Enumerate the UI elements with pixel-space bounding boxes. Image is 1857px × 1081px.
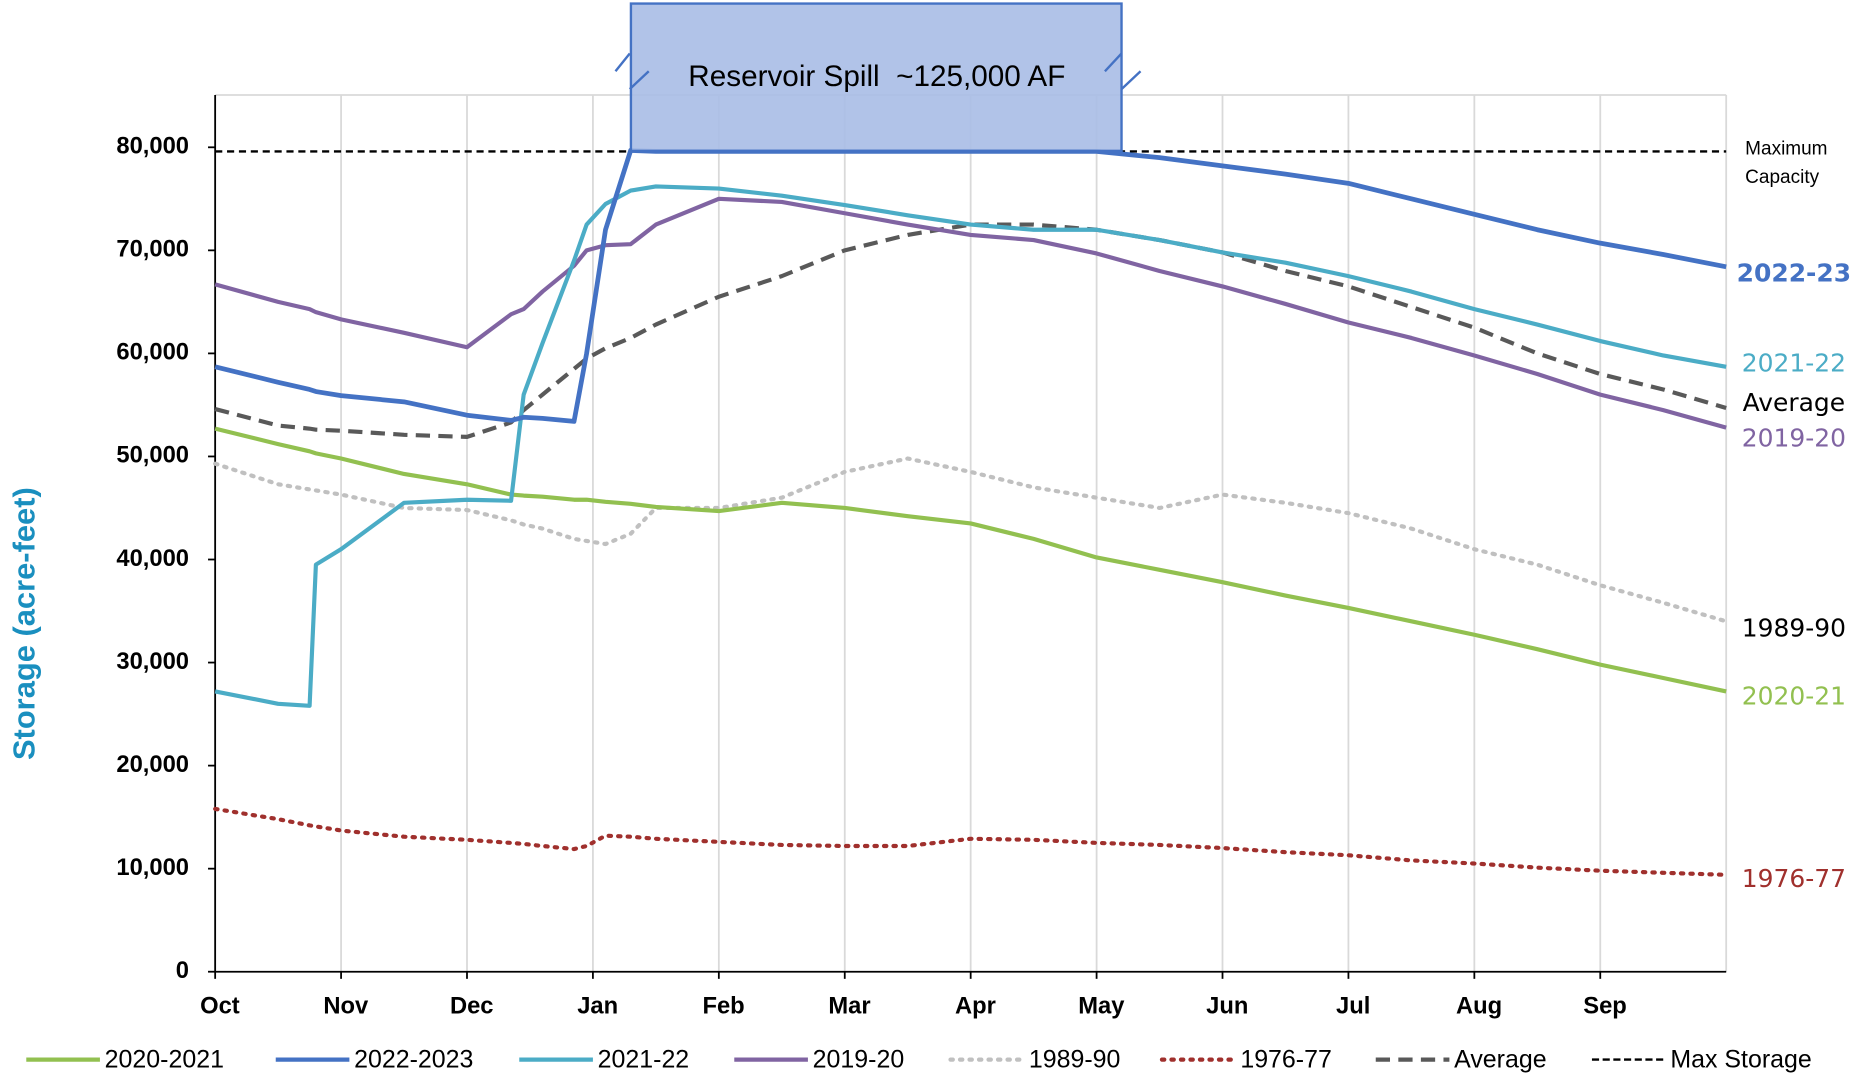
x-tick-label: May <box>1078 993 1125 1020</box>
legend-label: Max Storage <box>1670 1045 1811 1073</box>
spill-box <box>629 2 1123 153</box>
x-tick-label: Jun <box>1206 993 1248 1020</box>
end-label: 2021-22 <box>1742 349 1846 378</box>
legend-label: 1976-77 <box>1240 1045 1332 1073</box>
y-tick-label: 80,000 <box>116 133 189 160</box>
y-axis-label: Storage (acre-feet) <box>6 487 41 760</box>
end-label: 1976-77 <box>1742 864 1846 893</box>
x-tick-label: Dec <box>450 993 494 1020</box>
max-capacity-label: Capacity <box>1745 167 1819 188</box>
x-tick-label: Jan <box>577 993 618 1020</box>
legend-label: Average <box>1454 1045 1546 1073</box>
series-line <box>214 196 1727 430</box>
x-tick-label: Nov <box>323 993 369 1020</box>
end-label: 2020-21 <box>1742 681 1846 710</box>
legend-label: 1989-90 <box>1029 1045 1121 1073</box>
x-tick-label: Feb <box>702 993 744 1020</box>
series-line <box>213 806 1729 877</box>
end-label: 2022-23 <box>1737 258 1851 287</box>
x-tick-label: Oct <box>200 993 240 1020</box>
x-tick-label: Mar <box>828 993 870 1020</box>
legend-label: 2020-2021 <box>105 1045 224 1073</box>
x-tick-label: Sep <box>1583 993 1627 1020</box>
y-tick-label: 20,000 <box>116 751 189 778</box>
y-tick-label: 30,000 <box>116 648 189 675</box>
y-tick-label: 60,000 <box>116 339 189 366</box>
legend-label: 2022-2023 <box>354 1045 473 1073</box>
y-tick-label: 40,000 <box>116 545 189 572</box>
max-capacity-label: Maximum <box>1745 139 1827 160</box>
break-mark <box>614 52 1142 90</box>
end-label: 2019-20 <box>1742 424 1846 453</box>
y-tick-label: 10,000 <box>116 854 189 881</box>
y-tick-label: 50,000 <box>116 442 189 469</box>
x-tick-label: Jul <box>1336 993 1370 1020</box>
legend-label: 2021-22 <box>598 1045 690 1073</box>
spill-annotation: Reservoir Spill ~125,000 AF <box>688 60 1065 93</box>
series-line <box>213 456 1729 624</box>
end-label: Average <box>1743 388 1845 417</box>
series-line <box>214 184 1727 708</box>
series-line <box>214 222 1727 439</box>
end-label: 1989-90 <box>1742 614 1846 643</box>
x-tick-label: Aug <box>1456 993 1502 1020</box>
y-tick-label: 70,000 <box>116 236 189 263</box>
legend-label: 2019-20 <box>813 1045 905 1073</box>
y-tick-label: 0 <box>176 957 189 984</box>
x-tick-label: Apr <box>955 993 996 1020</box>
series-line <box>214 426 1727 694</box>
